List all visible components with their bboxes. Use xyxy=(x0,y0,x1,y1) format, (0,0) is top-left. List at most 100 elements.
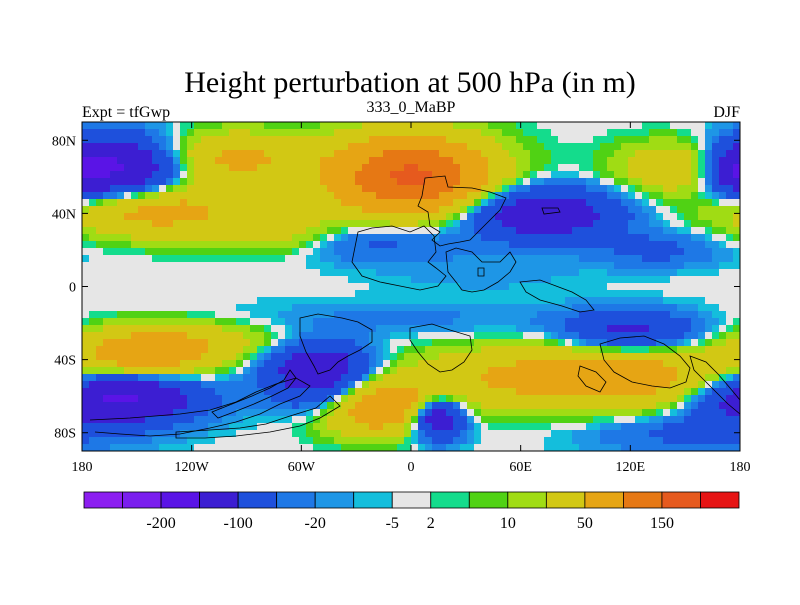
field-cell xyxy=(404,192,412,200)
field-cell xyxy=(110,227,118,235)
field-cell xyxy=(313,262,321,270)
field-cell xyxy=(292,199,300,207)
field-cell xyxy=(264,297,272,305)
field-cell xyxy=(516,262,524,270)
field-cell xyxy=(166,409,174,417)
field-cell xyxy=(677,430,685,438)
field-cell xyxy=(621,276,629,284)
field-cell xyxy=(425,360,433,368)
field-cell xyxy=(383,206,391,214)
field-cell xyxy=(586,122,594,130)
field-cell xyxy=(397,318,405,326)
field-cell xyxy=(712,283,720,291)
field-cell xyxy=(418,374,426,382)
field-cell xyxy=(187,388,195,396)
field-cell xyxy=(236,255,244,263)
field-cell xyxy=(495,416,503,424)
field-cell xyxy=(677,213,685,221)
field-cell xyxy=(187,402,195,410)
field-cell xyxy=(530,143,538,151)
colorbar-swatch xyxy=(314,491,355,509)
field-cell xyxy=(299,430,307,438)
field-cell xyxy=(82,437,90,445)
field-cell xyxy=(656,178,664,186)
field-cell xyxy=(698,297,706,305)
field-cell xyxy=(334,227,342,235)
field-cell xyxy=(684,262,692,270)
field-cell xyxy=(138,346,146,354)
field-cell xyxy=(705,178,713,186)
field-cell xyxy=(243,353,251,361)
field-cell xyxy=(306,192,314,200)
field-cell xyxy=(565,150,573,158)
field-cell xyxy=(152,444,160,451)
field-cell xyxy=(404,430,412,438)
field-cell xyxy=(635,248,643,256)
field-cell xyxy=(614,150,622,158)
field-cell xyxy=(222,360,230,368)
field-cell xyxy=(677,227,685,235)
field-cell xyxy=(523,360,531,368)
field-cell xyxy=(670,164,678,172)
field-cell xyxy=(614,416,622,424)
field-cell xyxy=(131,381,139,389)
field-cell xyxy=(306,143,314,151)
field-cell xyxy=(691,325,699,333)
field-cell xyxy=(432,157,440,165)
field-cell xyxy=(131,409,139,417)
x-tick-label: 60W xyxy=(288,460,316,475)
field-cell xyxy=(292,220,300,228)
field-cell xyxy=(705,199,713,207)
field-cell xyxy=(670,171,678,179)
field-cell xyxy=(474,290,482,298)
field-cell xyxy=(516,346,524,354)
field-cell xyxy=(404,353,412,361)
field-cell xyxy=(544,178,552,186)
field-cell xyxy=(166,416,174,424)
field-cell xyxy=(719,129,727,137)
field-cell xyxy=(138,157,146,165)
field-cell xyxy=(453,199,461,207)
field-cell xyxy=(446,374,454,382)
field-cell xyxy=(278,192,286,200)
field-cell xyxy=(180,339,188,347)
field-cell xyxy=(404,248,412,256)
field-cell xyxy=(355,416,363,424)
field-cell xyxy=(201,402,209,410)
field-cell xyxy=(313,248,321,256)
field-cell xyxy=(229,227,237,235)
field-cell xyxy=(586,157,594,165)
field-cell xyxy=(82,388,90,396)
field-cell xyxy=(446,311,454,319)
field-cell xyxy=(82,164,90,172)
field-cell xyxy=(166,346,174,354)
field-cell xyxy=(103,269,111,277)
field-cell xyxy=(222,136,230,144)
field-cell xyxy=(383,178,391,186)
field-cell xyxy=(362,325,370,333)
field-cell xyxy=(215,143,223,151)
field-cell xyxy=(474,213,482,221)
field-cell xyxy=(264,437,272,445)
field-cell xyxy=(138,353,146,361)
field-cell xyxy=(236,227,244,235)
field-cell xyxy=(390,423,398,431)
field-cell xyxy=(362,276,370,284)
field-cell xyxy=(502,318,510,326)
field-cell xyxy=(299,437,307,445)
field-cell xyxy=(418,311,426,319)
field-cell xyxy=(502,199,510,207)
field-cell xyxy=(446,185,454,193)
field-cell xyxy=(201,437,209,445)
field-cell xyxy=(229,416,237,424)
field-cell xyxy=(327,122,335,130)
field-cell xyxy=(376,227,384,235)
field-cell xyxy=(460,416,468,424)
field-cell xyxy=(117,325,125,333)
field-cell xyxy=(439,423,447,431)
field-cell xyxy=(194,157,202,165)
field-cell xyxy=(565,248,573,256)
field-cell xyxy=(677,416,685,424)
field-cell xyxy=(124,241,132,249)
field-cell xyxy=(390,283,398,291)
